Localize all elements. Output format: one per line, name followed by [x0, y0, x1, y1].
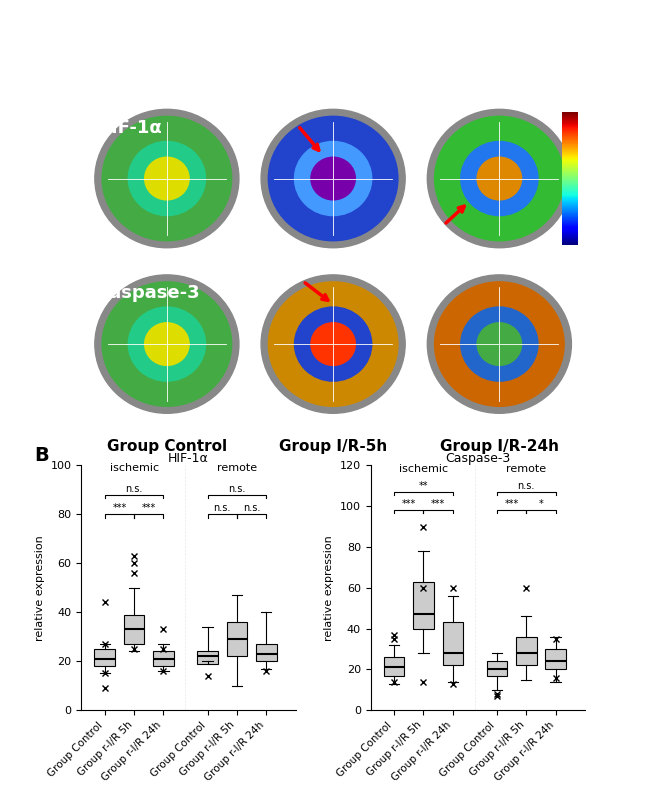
Text: ***: *** — [402, 500, 416, 509]
Ellipse shape — [460, 306, 539, 381]
Text: Group Control: Group Control — [107, 439, 227, 453]
Ellipse shape — [476, 156, 523, 200]
Y-axis label: relative expression: relative expression — [324, 535, 334, 641]
Ellipse shape — [294, 306, 372, 381]
PathPatch shape — [124, 614, 144, 644]
Ellipse shape — [144, 322, 190, 366]
Ellipse shape — [101, 116, 233, 242]
Ellipse shape — [101, 281, 233, 407]
Ellipse shape — [268, 116, 398, 242]
Ellipse shape — [127, 140, 206, 216]
PathPatch shape — [256, 644, 276, 662]
Text: Group I/R-24h: Group I/R-24h — [440, 439, 559, 453]
Text: n.s.: n.s. — [517, 481, 535, 491]
Text: Caspase-3: Caspase-3 — [96, 285, 200, 302]
PathPatch shape — [516, 637, 536, 666]
PathPatch shape — [545, 649, 566, 670]
Ellipse shape — [144, 156, 190, 200]
Ellipse shape — [95, 275, 239, 413]
PathPatch shape — [487, 662, 507, 676]
Ellipse shape — [434, 281, 565, 407]
PathPatch shape — [384, 658, 404, 676]
Text: HIF-1α: HIF-1α — [96, 119, 162, 137]
PathPatch shape — [227, 622, 247, 656]
Ellipse shape — [310, 322, 356, 366]
PathPatch shape — [413, 582, 434, 629]
Ellipse shape — [261, 109, 405, 247]
Ellipse shape — [261, 275, 405, 413]
Text: n.s.: n.s. — [228, 484, 246, 493]
Ellipse shape — [127, 306, 206, 381]
Ellipse shape — [310, 156, 356, 200]
Text: ***: *** — [112, 503, 127, 513]
PathPatch shape — [94, 649, 115, 666]
Ellipse shape — [427, 275, 571, 413]
Text: n.s.: n.s. — [125, 484, 143, 493]
PathPatch shape — [153, 651, 174, 666]
Ellipse shape — [427, 109, 571, 247]
PathPatch shape — [443, 622, 463, 666]
Ellipse shape — [476, 322, 523, 366]
Text: remote: remote — [506, 464, 547, 473]
Text: remote: remote — [217, 463, 257, 472]
PathPatch shape — [197, 651, 218, 664]
Ellipse shape — [95, 109, 239, 247]
Ellipse shape — [460, 140, 539, 216]
Text: *: * — [539, 500, 543, 509]
Text: B: B — [34, 446, 49, 464]
Ellipse shape — [434, 116, 565, 242]
Ellipse shape — [268, 281, 398, 407]
Text: ***: *** — [142, 503, 156, 513]
Text: **: ** — [419, 481, 428, 491]
Text: n.s.: n.s. — [243, 503, 260, 513]
Text: Group I/R-5h: Group I/R-5h — [279, 439, 387, 453]
Title: HIF-1α: HIF-1α — [168, 452, 209, 465]
Text: ischemic: ischemic — [399, 464, 448, 473]
Text: A: A — [86, 105, 103, 126]
Text: ischemic: ischemic — [110, 463, 159, 472]
Text: ***: *** — [431, 500, 445, 509]
Y-axis label: relative expression: relative expression — [35, 535, 45, 641]
Text: ***: *** — [504, 500, 519, 509]
Title: Caspase-3: Caspase-3 — [445, 452, 510, 465]
Ellipse shape — [294, 140, 372, 216]
Text: n.s.: n.s. — [213, 503, 231, 513]
